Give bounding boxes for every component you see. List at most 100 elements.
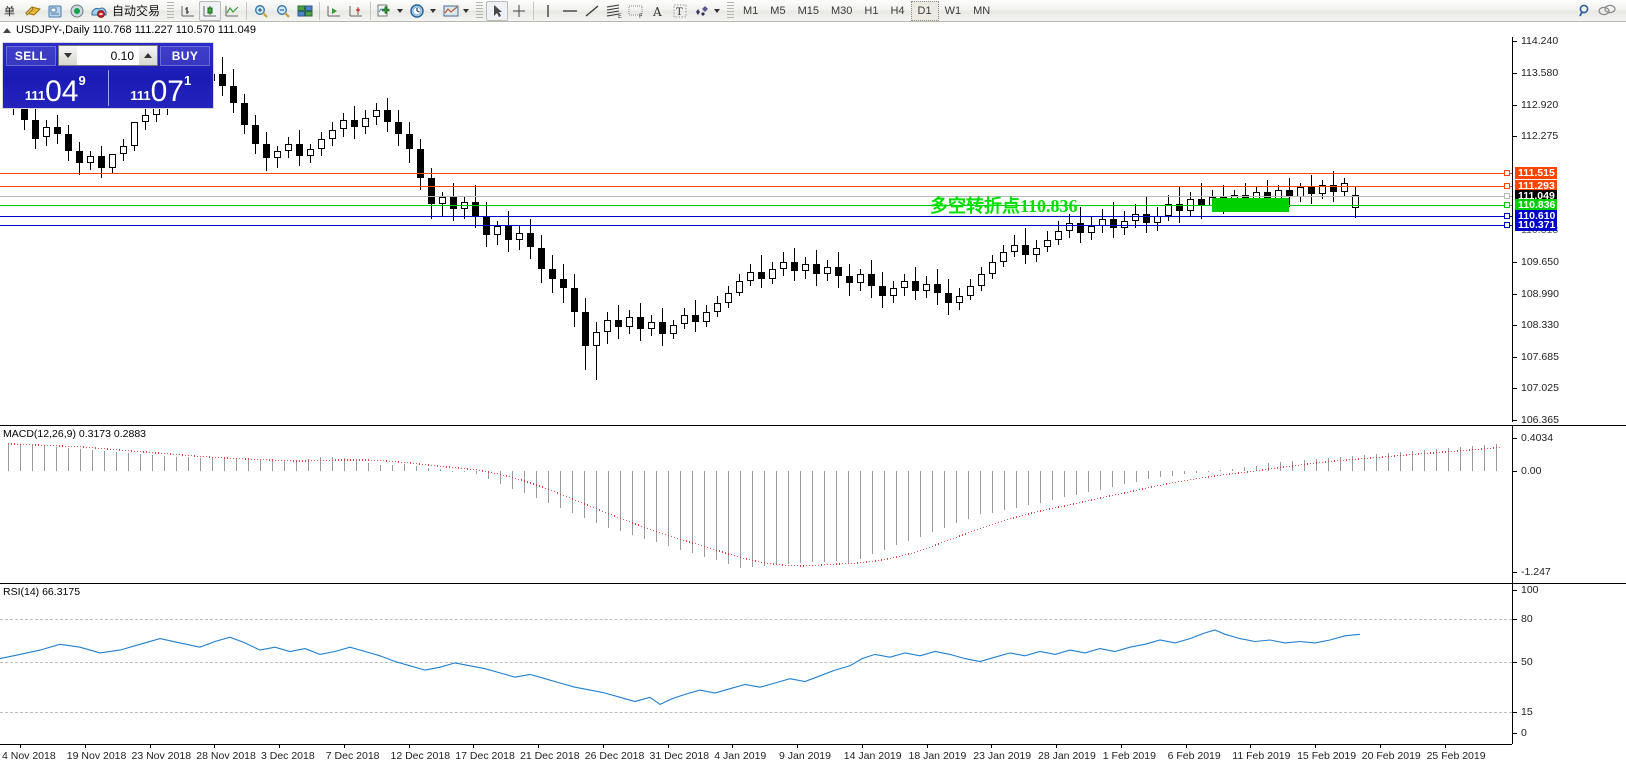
macd-signal-point <box>1307 463 1309 465</box>
price-level-handle[interactable] <box>1504 222 1510 228</box>
tile-windows-icon[interactable] <box>294 1 316 21</box>
draw-toolbar-grip[interactable] <box>476 1 484 20</box>
macd-histogram-bar <box>1280 461 1281 471</box>
macd-pane[interactable]: MACD(12,26,9) 0.3173 0.2883 0.4034 0.00 -1… <box>0 425 1626 583</box>
fibo-icon[interactable]: E <box>603 1 625 21</box>
open-position-box[interactable] <box>1212 198 1289 212</box>
zoom-out-icon[interactable] <box>272 1 294 21</box>
macd-signal-point <box>1199 477 1201 479</box>
timeframe-m15[interactable]: M15 <box>797 4 819 17</box>
buy-button[interactable]: BUY <box>160 45 210 66</box>
macd-signal-point <box>1358 458 1360 460</box>
signals-icon[interactable] <box>66 1 88 21</box>
toolbar-grip[interactable] <box>167 1 175 20</box>
date-axis-tick <box>20 744 21 748</box>
price-level-line[interactable] <box>0 196 1512 197</box>
timeframe-w1[interactable]: W1 <box>944 4 962 17</box>
sell-price-sup: 9 <box>78 73 86 88</box>
macd-signal-point <box>1010 518 1012 520</box>
candlestick-chart-icon[interactable] <box>199 0 222 21</box>
timeframe-d1[interactable]: D1 <box>910 0 939 21</box>
chart-template-icon[interactable] <box>22 1 44 21</box>
price-level-tag[interactable]: 111.293 <box>1515 180 1557 192</box>
price-level-handle[interactable] <box>1504 183 1510 189</box>
text-box-icon[interactable]: T <box>669 1 691 21</box>
sell-price[interactable]: 111 04 9 <box>3 68 108 108</box>
macd-plot-area[interactable] <box>0 426 1626 583</box>
zoom-in-icon[interactable] <box>250 1 272 21</box>
volume-stepper[interactable]: 0.10 <box>58 45 158 66</box>
sell-button[interactable]: SELL <box>6 45 56 66</box>
price-plot-area[interactable] <box>0 37 1626 422</box>
macd-signal-point <box>950 538 952 541</box>
horizontal-line-icon[interactable] <box>559 1 581 21</box>
line-chart-icon[interactable] <box>221 1 243 21</box>
candle <box>1044 37 1051 422</box>
shapes-dropdown-icon[interactable] <box>714 8 721 13</box>
price-level-line[interactable] <box>0 216 1512 217</box>
vertical-line-icon[interactable] <box>537 1 559 21</box>
macd-axis-tick-label: 0.4034 <box>1521 432 1554 444</box>
buy-price[interactable]: 111 07 1 <box>109 68 214 108</box>
candle <box>1132 37 1139 422</box>
volume-increase-button[interactable] <box>139 46 157 65</box>
add-indicator-dropdown-icon[interactable] <box>397 8 404 13</box>
price-level-tag[interactable]: 111.515 <box>1515 167 1557 179</box>
rsi-pane[interactable]: RSI(14) 66.3175 100 80 50 15 0 <box>0 583 1626 744</box>
add-indicator-icon[interactable] <box>374 1 396 21</box>
macd-signal-point <box>743 557 745 559</box>
date-axis-label: 21 Dec 2018 <box>520 750 580 762</box>
macd-signal-point <box>371 459 373 461</box>
price-pane[interactable]: 114.240 113.580 112.920 112.275 109.650 108.9… <box>0 35 1626 426</box>
period-dropdown-icon[interactable] <box>430 8 437 13</box>
trendline-icon[interactable] <box>581 1 603 21</box>
price-level-line[interactable] <box>0 186 1512 187</box>
price-level-tag[interactable]: 110.836 <box>1515 199 1558 211</box>
search-icon[interactable] <box>1574 1 1596 21</box>
price-level-tag[interactable]: 110.371 <box>1515 219 1558 231</box>
market-icon[interactable] <box>88 1 110 21</box>
macd-histogram-bar <box>200 457 201 471</box>
rsi-plot-area[interactable] <box>0 584 1626 744</box>
menu-icon[interactable]: 单 <box>0 1 22 21</box>
news-icon[interactable] <box>44 1 66 21</box>
price-level-line[interactable] <box>0 205 1512 206</box>
timeframe-h1[interactable]: H1 <box>864 4 879 17</box>
crosshair-icon[interactable] <box>508 1 530 21</box>
candle <box>516 37 523 422</box>
timeframe-mn[interactable]: MN <box>973 4 991 17</box>
macd-signal-point <box>1259 469 1261 472</box>
auto-scroll-icon[interactable] <box>323 1 345 21</box>
date-axis-tick <box>1185 744 1187 748</box>
channel-icon[interactable]: F <box>625 1 647 21</box>
one-click-trading-panel[interactable]: SELL 0.10 BUY 111 04 9 111 07 1 <box>2 42 214 109</box>
chat-icon[interactable] <box>1596 1 1618 21</box>
price-level-handle[interactable] <box>1504 193 1510 199</box>
volume-decrease-button[interactable] <box>59 46 77 65</box>
price-level-line[interactable] <box>0 225 1512 226</box>
autotrade-label[interactable]: 自动交易 <box>112 4 161 18</box>
cursor-icon[interactable] <box>486 0 509 21</box>
candle-body <box>1011 245 1018 253</box>
templates-icon[interactable] <box>440 1 462 21</box>
timeframe-m30[interactable]: M30 <box>830 4 853 17</box>
templates-dropdown-icon[interactable] <box>463 8 470 13</box>
macd-signal-point <box>584 503 586 505</box>
period-clock-icon[interactable] <box>407 1 429 21</box>
timeframe-m1[interactable]: M1 <box>743 4 759 17</box>
bar-chart-icon[interactable] <box>177 1 199 21</box>
candle-body <box>560 278 567 289</box>
macd-signal-point <box>794 565 796 567</box>
timeframe-m5[interactable]: M5 <box>770 4 786 17</box>
price-level-handle[interactable] <box>1504 213 1510 219</box>
macd-signal-point <box>1286 466 1288 468</box>
timeframe-h4[interactable]: H4 <box>890 4 905 17</box>
price-level-handle[interactable] <box>1504 170 1510 176</box>
timeframe-toolbar-grip[interactable] <box>727 1 735 20</box>
chart-shift-icon[interactable] <box>345 1 367 21</box>
shapes-icon[interactable] <box>691 1 713 21</box>
price-level-handle[interactable] <box>1504 202 1510 208</box>
text-label-icon[interactable]: A <box>647 1 669 21</box>
volume-input[interactable]: 0.10 <box>110 48 134 63</box>
price-level-line[interactable] <box>0 173 1512 174</box>
